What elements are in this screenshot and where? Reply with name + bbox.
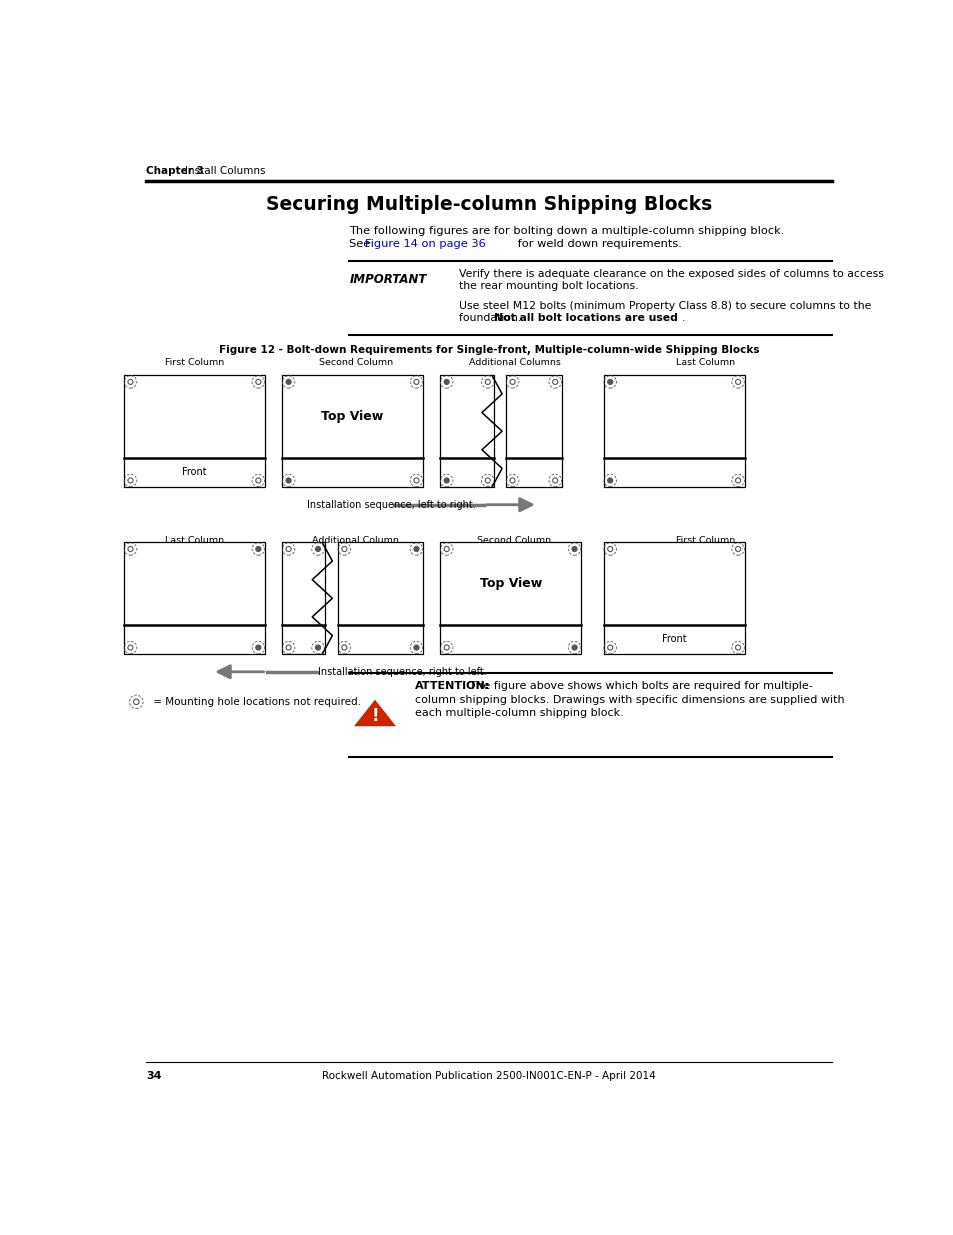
Circle shape	[572, 546, 577, 552]
Circle shape	[315, 645, 320, 650]
Text: Securing Multiple-column Shipping Blocks: Securing Multiple-column Shipping Blocks	[266, 195, 711, 214]
Text: Figure 12 - Bolt-down Requirements for Single-front, Multiple-column-wide Shippi: Figure 12 - Bolt-down Requirements for S…	[218, 345, 759, 354]
Bar	[124, 375, 265, 487]
Bar	[124, 542, 265, 655]
Text: .: .	[681, 314, 684, 324]
Circle shape	[315, 546, 320, 552]
Text: the rear mounting bolt locations.: the rear mounting bolt locations.	[458, 282, 638, 291]
Circle shape	[607, 478, 612, 483]
Circle shape	[286, 379, 291, 384]
Text: each multiple-column shipping block.: each multiple-column shipping block.	[415, 709, 623, 719]
Text: !: !	[371, 708, 378, 725]
Text: Front: Front	[182, 467, 207, 478]
Text: column shipping blocks. Drawings with specific dimensions are supplied with: column shipping blocks. Drawings with sp…	[415, 694, 844, 704]
Text: Additional Column: Additional Column	[312, 536, 398, 545]
Text: The figure above shows which bolts are required for multiple-: The figure above shows which bolts are r…	[465, 680, 812, 690]
Text: Rockwell Automation Publication 2500-IN001C-EN-P - April 2014: Rockwell Automation Publication 2500-IN0…	[322, 1071, 655, 1081]
Text: Verify there is adequate clearance on the exposed sides of columns to access: Verify there is adequate clearance on th…	[458, 269, 882, 279]
Text: Install Columns: Install Columns	[185, 167, 265, 177]
Text: See: See	[349, 240, 374, 249]
Text: Last Column: Last Column	[676, 358, 735, 367]
Text: 34: 34	[146, 1071, 162, 1081]
Text: Figure 14 on page 36: Figure 14 on page 36	[365, 240, 485, 249]
Text: = Mounting hole locations not required.: = Mounting hole locations not required.	[150, 697, 361, 706]
Text: Top View: Top View	[479, 577, 541, 590]
Circle shape	[444, 379, 449, 384]
Text: First Column: First Column	[165, 358, 224, 367]
Polygon shape	[351, 698, 398, 727]
Text: Additional Columns: Additional Columns	[468, 358, 559, 367]
Text: Installation sequence, right to left.: Installation sequence, right to left.	[318, 667, 487, 677]
Circle shape	[572, 645, 577, 650]
Text: for weld down requirements.: for weld down requirements.	[513, 240, 680, 249]
Text: Not all bolt locations are used: Not all bolt locations are used	[493, 314, 677, 324]
Circle shape	[255, 645, 261, 650]
Circle shape	[607, 379, 612, 384]
Bar	[282, 375, 422, 487]
Bar	[439, 375, 494, 487]
Text: ATTENTION:: ATTENTION:	[415, 680, 490, 690]
Text: Second Column: Second Column	[318, 358, 393, 367]
Text: Second Column: Second Column	[476, 536, 551, 545]
Circle shape	[414, 645, 418, 650]
Text: Last Column: Last Column	[165, 536, 224, 545]
Text: Installation sequence, left to right.: Installation sequence, left to right.	[307, 500, 475, 510]
Text: Front: Front	[661, 635, 686, 645]
Bar	[439, 542, 580, 655]
Bar	[603, 375, 744, 487]
Bar	[337, 542, 422, 655]
Text: Top View: Top View	[321, 410, 383, 424]
Text: Use steel M12 bolts (minimum Property Class 8.8) to secure columns to the: Use steel M12 bolts (minimum Property Cl…	[458, 301, 870, 311]
Text: First Column: First Column	[676, 536, 735, 545]
Circle shape	[286, 478, 291, 483]
Text: Chapter 3: Chapter 3	[146, 167, 204, 177]
Text: foundation.: foundation.	[458, 314, 524, 324]
Bar	[603, 542, 744, 655]
Text: The following figures are for bolting down a multiple-column shipping block.: The following figures are for bolting do…	[349, 226, 784, 236]
Bar	[505, 375, 561, 487]
Circle shape	[444, 478, 449, 483]
Circle shape	[414, 546, 418, 552]
Bar	[282, 542, 324, 655]
Text: IMPORTANT: IMPORTANT	[349, 273, 426, 285]
Circle shape	[255, 546, 261, 552]
